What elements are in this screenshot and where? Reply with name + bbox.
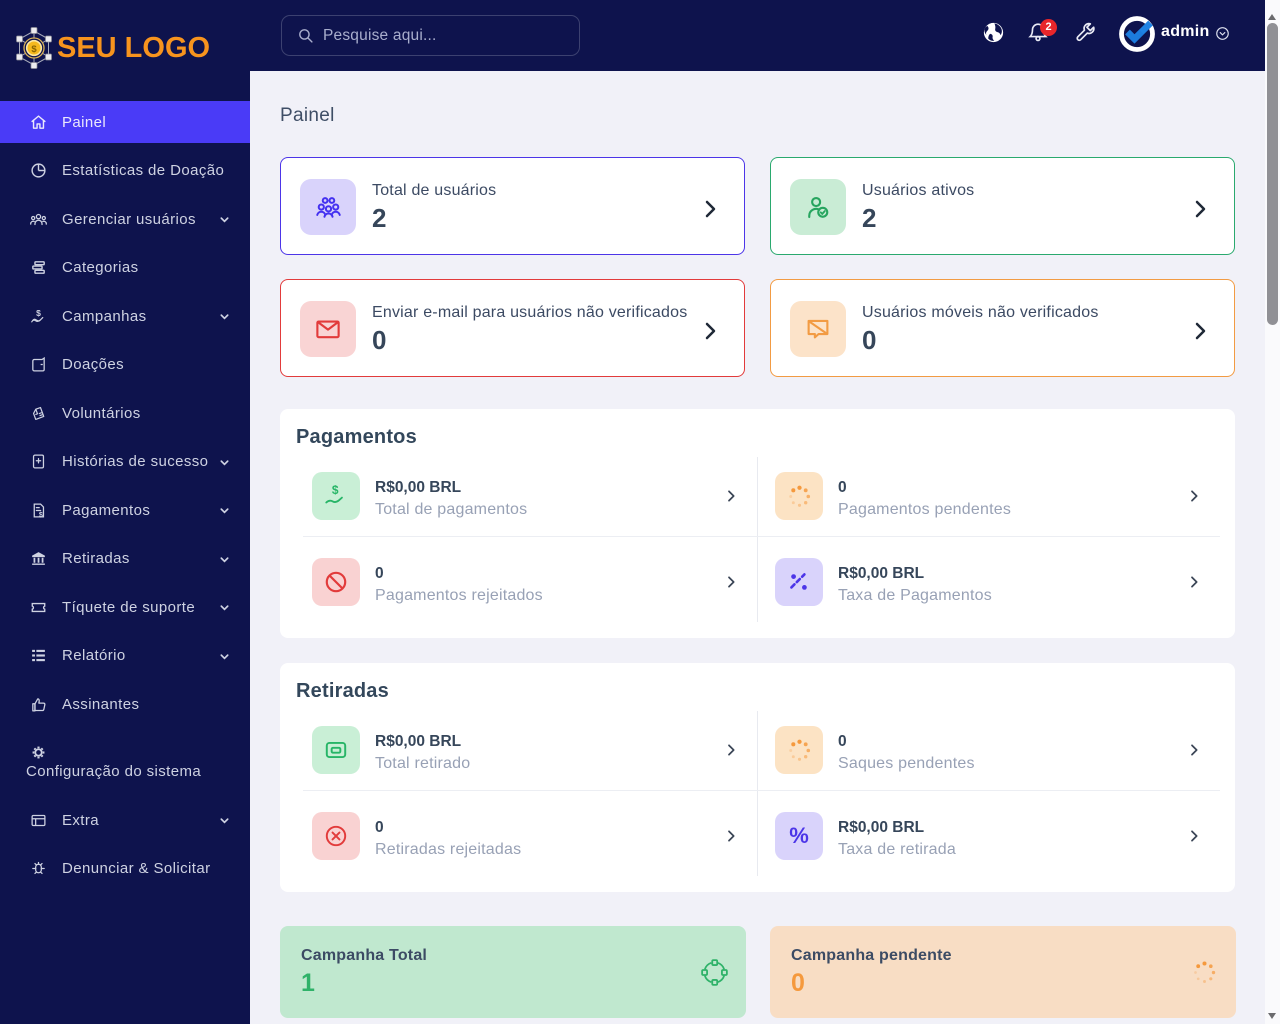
svg-text:$: $: [36, 308, 41, 318]
svg-text:$: $: [332, 483, 339, 497]
svg-text:$: $: [39, 511, 43, 519]
svg-text:$: $: [31, 44, 37, 55]
